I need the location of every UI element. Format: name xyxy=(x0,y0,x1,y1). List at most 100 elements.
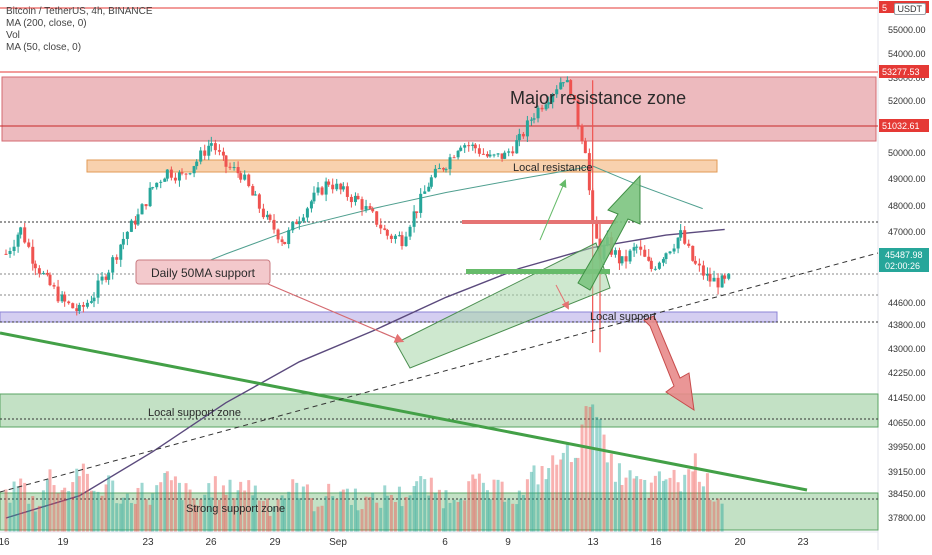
candle-body xyxy=(587,153,591,191)
volume-bar xyxy=(199,499,203,532)
candle-body xyxy=(27,242,31,247)
volume-bar xyxy=(339,491,343,532)
strong-support-zone-label: Strong support zone xyxy=(186,503,285,515)
volume-bar xyxy=(511,503,515,532)
volume-bar xyxy=(224,494,228,532)
volume-bar xyxy=(379,507,383,532)
local-support-zone-box[interactable] xyxy=(0,393,879,428)
dashed-ascending-trendline[interactable] xyxy=(0,252,879,493)
candle-body xyxy=(683,230,687,244)
volume-bar xyxy=(653,475,657,532)
volume-bar xyxy=(605,462,609,532)
volume-bar xyxy=(613,481,617,532)
volume-bar xyxy=(4,489,8,532)
volume-bar xyxy=(716,498,720,532)
local-support-zone-band[interactable] xyxy=(0,311,778,323)
candle-body xyxy=(81,304,85,307)
candle-body xyxy=(467,145,471,147)
volume-bar xyxy=(657,471,661,532)
x-tick-label: 23 xyxy=(797,537,809,548)
volume-bar xyxy=(364,496,368,532)
candle-body xyxy=(257,194,261,209)
big-green-up-arrow[interactable] xyxy=(577,174,641,291)
volume-bar xyxy=(119,503,123,532)
y-tick-label: 49000.00 xyxy=(888,174,926,184)
volume-bar xyxy=(408,495,412,532)
candle-body xyxy=(427,186,431,192)
volume-bar xyxy=(360,509,364,532)
volume-bar xyxy=(41,490,45,532)
candle-body xyxy=(639,246,643,250)
candle-body xyxy=(525,120,529,137)
candle-body xyxy=(4,253,8,255)
candle-body xyxy=(173,177,177,181)
volume-bar xyxy=(412,486,416,532)
candle-body xyxy=(125,231,129,239)
big-red-down-arrow[interactable] xyxy=(643,315,695,412)
currency-badge[interactable]: USDT xyxy=(893,3,926,15)
ma200-line xyxy=(5,228,725,519)
candle-body xyxy=(635,246,639,248)
volume-bar xyxy=(125,493,129,532)
candle-body xyxy=(569,80,573,96)
volume-bar xyxy=(253,485,257,532)
volume-bar xyxy=(136,487,140,532)
rising-channel[interactable] xyxy=(395,242,611,369)
price-axis xyxy=(878,0,932,550)
candle-body xyxy=(71,303,75,309)
candle-body xyxy=(41,272,45,274)
volume-bar xyxy=(643,479,647,532)
candle-body xyxy=(712,277,716,282)
volume-bar xyxy=(672,469,676,532)
candle-body xyxy=(92,297,96,302)
strong-support-zone-box[interactable] xyxy=(0,492,879,531)
volume-bar xyxy=(559,459,563,532)
candle-body xyxy=(221,151,225,156)
candle-body xyxy=(268,214,272,220)
volume-bar xyxy=(159,482,163,532)
y-tick-label: 50000.00 xyxy=(888,148,926,158)
volume-bar xyxy=(297,498,301,532)
volume-bar xyxy=(213,476,217,532)
resistance-bottom-price-tag xyxy=(879,119,929,132)
volume-bar xyxy=(573,457,577,532)
candle-body xyxy=(180,172,184,174)
candle-body xyxy=(488,154,492,157)
major-resistance-zone[interactable] xyxy=(1,76,877,142)
volume-bar xyxy=(173,476,177,532)
volume-bar xyxy=(324,496,328,532)
candle-body xyxy=(576,100,580,126)
candle-body xyxy=(199,150,203,162)
candle-body xyxy=(693,260,697,264)
candle-body xyxy=(559,82,563,90)
green-level-marker[interactable] xyxy=(466,269,610,274)
candle-body xyxy=(19,227,23,235)
top-price-tag-text: 5 xyxy=(882,3,887,13)
volume-bar xyxy=(165,471,169,532)
volume-bar xyxy=(276,499,280,532)
daily-50ma-label-box[interactable] xyxy=(135,259,271,285)
volume-bar xyxy=(683,474,687,532)
volume-bar xyxy=(368,497,372,532)
small-green-up-arrow[interactable] xyxy=(539,179,567,241)
ma50-line xyxy=(152,165,703,284)
local-resistance-zone[interactable] xyxy=(86,159,718,173)
candle-body xyxy=(583,141,587,154)
candle-body xyxy=(121,238,125,245)
small-red-down-arrow[interactable] xyxy=(555,284,569,310)
candle-body xyxy=(547,102,551,105)
volume-bar xyxy=(85,473,89,532)
red-level-marker[interactable] xyxy=(462,220,616,224)
countdown-text: 02:00:26 xyxy=(885,261,920,271)
candle-body xyxy=(727,273,731,279)
long-term-trendline[interactable] xyxy=(0,331,808,492)
volume-bar xyxy=(602,434,606,532)
local-resistance-label: Local resistance xyxy=(513,162,593,174)
candle-body xyxy=(129,220,133,232)
volume-bar xyxy=(107,475,111,532)
volume-bar xyxy=(192,498,196,532)
candle-body xyxy=(419,193,423,213)
volume-bar xyxy=(452,499,456,532)
candle-body xyxy=(481,153,485,155)
